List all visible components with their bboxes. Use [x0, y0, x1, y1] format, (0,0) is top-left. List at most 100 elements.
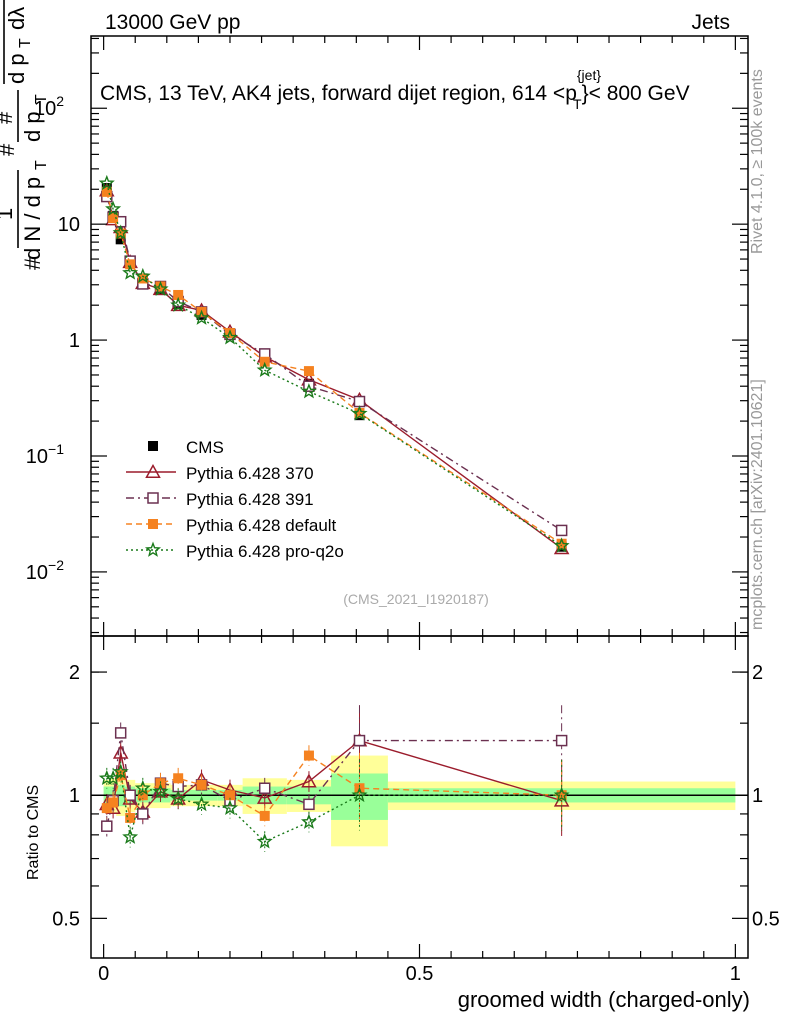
ratio-point-pdefault [137, 790, 148, 801]
data-point-pq2o [122, 264, 139, 280]
ratio-y-tick-label: 2 [69, 662, 80, 684]
data-point-pq2o [112, 224, 129, 240]
series-p391 [101, 190, 568, 537]
title-sub: T [573, 96, 582, 112]
legend-label: Pythia 6.428 default [186, 516, 337, 535]
data-point-pdefault [173, 289, 184, 300]
ratio-point-p391 [353, 734, 366, 747]
ratio-point-p370 [301, 773, 317, 788]
legend-marker [145, 463, 161, 478]
ratio-point-p391 [101, 820, 113, 832]
data-point-pdefault [108, 213, 119, 224]
series-pq2o [98, 174, 570, 553]
series-pdefault [101, 186, 567, 549]
data-point-pdefault [259, 356, 270, 367]
legend-marker [148, 519, 158, 529]
y-tick-label: 10 [58, 214, 80, 236]
legend-marker [144, 541, 162, 557]
ratio-point-pdefault [108, 797, 119, 808]
ratio-point-pdefault [303, 750, 314, 761]
svg-text:d²N: d²N [0, 25, 3, 60]
ratio-point-p391 [258, 782, 271, 794]
legend-item-p370: Pythia 6.428 370 [126, 463, 314, 483]
data-point-pq2o [256, 361, 273, 377]
series-line-p391 [106, 196, 562, 531]
svg-text:d p: d p [20, 111, 45, 142]
data-point-p391 [353, 395, 366, 408]
data-point-pq2o [301, 383, 317, 399]
ratio-point-pdefault [259, 810, 270, 821]
ratio-point-pq2o [222, 799, 239, 816]
ratio-point-p391 [303, 798, 315, 811]
x-tick-label: 1 [730, 963, 741, 985]
y-tick-label: 10−2 [26, 557, 64, 584]
data-point-pq2o [105, 200, 122, 216]
data-point-pq2o [152, 280, 169, 296]
ratio-point-pq2o [193, 795, 210, 812]
ratio-point-pdefault [101, 803, 112, 814]
ratio-point-pq2o [152, 783, 169, 799]
svg-text:CMS, 13 TeV, AK4 jets, forward: CMS, 13 TeV, AK4 jets, forward dijet reg… [100, 67, 690, 112]
ratio-point-pq2o [351, 786, 368, 803]
legend-label: CMS [186, 438, 224, 457]
svg-text:T: T [33, 160, 50, 170]
legend-label: Pythia 6.428 391 [186, 490, 314, 509]
series-line-p370 [106, 190, 563, 549]
svg-text:1: 1 [0, 208, 17, 220]
data-point-p391 [555, 524, 568, 537]
ratio-point-pdefault [224, 790, 235, 801]
data-point-cms [115, 234, 126, 245]
data-point-pdefault [115, 228, 126, 239]
ratio-point-pq2o [170, 790, 187, 806]
ratio-series-layer [98, 705, 570, 852]
ratio-point-p391 [124, 789, 136, 801]
x-axis-label: groomed width (charged-only) [458, 987, 750, 1012]
legend-item-cms: CMS [148, 438, 224, 457]
y-axis-label-main: # d N / d p T 1 # d p T # d p T dλ d²N [0, 0, 50, 270]
data-point-pdefault [101, 186, 112, 197]
ratio-point-p391 [555, 734, 568, 747]
data-point-pq2o [553, 537, 570, 553]
ratio-point-p370 [256, 789, 273, 804]
svg-text:d N / d p: d N / d p [20, 177, 45, 260]
svg-text:dλ: dλ [4, 7, 29, 30]
legend-item-pq2o: Pythia 6.428 pro-q2o [126, 541, 344, 561]
data-point-pq2o [170, 296, 187, 312]
svg-text:d p: d p [4, 53, 29, 84]
svg-text:T: T [33, 94, 50, 104]
series-line-pq2o [106, 183, 562, 547]
energy-label: 13000 GeV pp [105, 11, 240, 34]
y-tick-label: 10−1 [26, 441, 64, 468]
legend-marker [148, 441, 158, 451]
data-point-pdefault [303, 366, 314, 377]
y-tick-label: 1 [69, 330, 80, 352]
main-series-layer [98, 174, 570, 555]
y-axis-label-ratio: Ratio to CMS [25, 785, 42, 880]
rivet-version-label: Rivet 4.1.0, ≥ 100k events [749, 69, 766, 254]
legend-item-p391: Pythia 6.428 391 [126, 490, 314, 509]
ratio-point-p391 [114, 727, 127, 739]
ratio-point-pq2o [122, 828, 139, 844]
ratio-point-pq2o [301, 813, 317, 829]
data-point-pq2o [98, 174, 115, 191]
data-point-pdefault [556, 538, 567, 549]
plot-title: CMS, 13 TeV, AK4 jets, forward dijet reg… [100, 67, 690, 112]
ratio-point-pq2o [256, 833, 273, 849]
svg-text:#: # [20, 257, 45, 270]
data-point-pq2o [351, 405, 368, 421]
y-tick-label: 102 [34, 93, 64, 120]
ratio-point-pq2o [134, 779, 151, 796]
ratio-y-tick-label-right: 2 [752, 662, 763, 684]
axis-ticks: 0 0.5 1 10−2 10−1 1 10 102 0.5 0.5 1 1 2 2 [26, 36, 780, 985]
series-p370 [99, 182, 570, 555]
legend: CMS Pythia 6.428 370 Pythia 6.428 391 Pythi… [126, 438, 344, 561]
ratio-y-tick-label: 0.5 [52, 908, 80, 930]
ratio-point-pdefault [173, 773, 184, 784]
mcplots-label: mcplots.cern.ch [arXiv:2401.10621] [749, 379, 766, 630]
data-point-pq2o [134, 267, 151, 284]
series-cms [101, 183, 567, 552]
title-suffix: }< 800 GeV [582, 82, 690, 105]
ratio-point-pq2o [112, 763, 129, 779]
data-point-pdefault [125, 259, 136, 270]
